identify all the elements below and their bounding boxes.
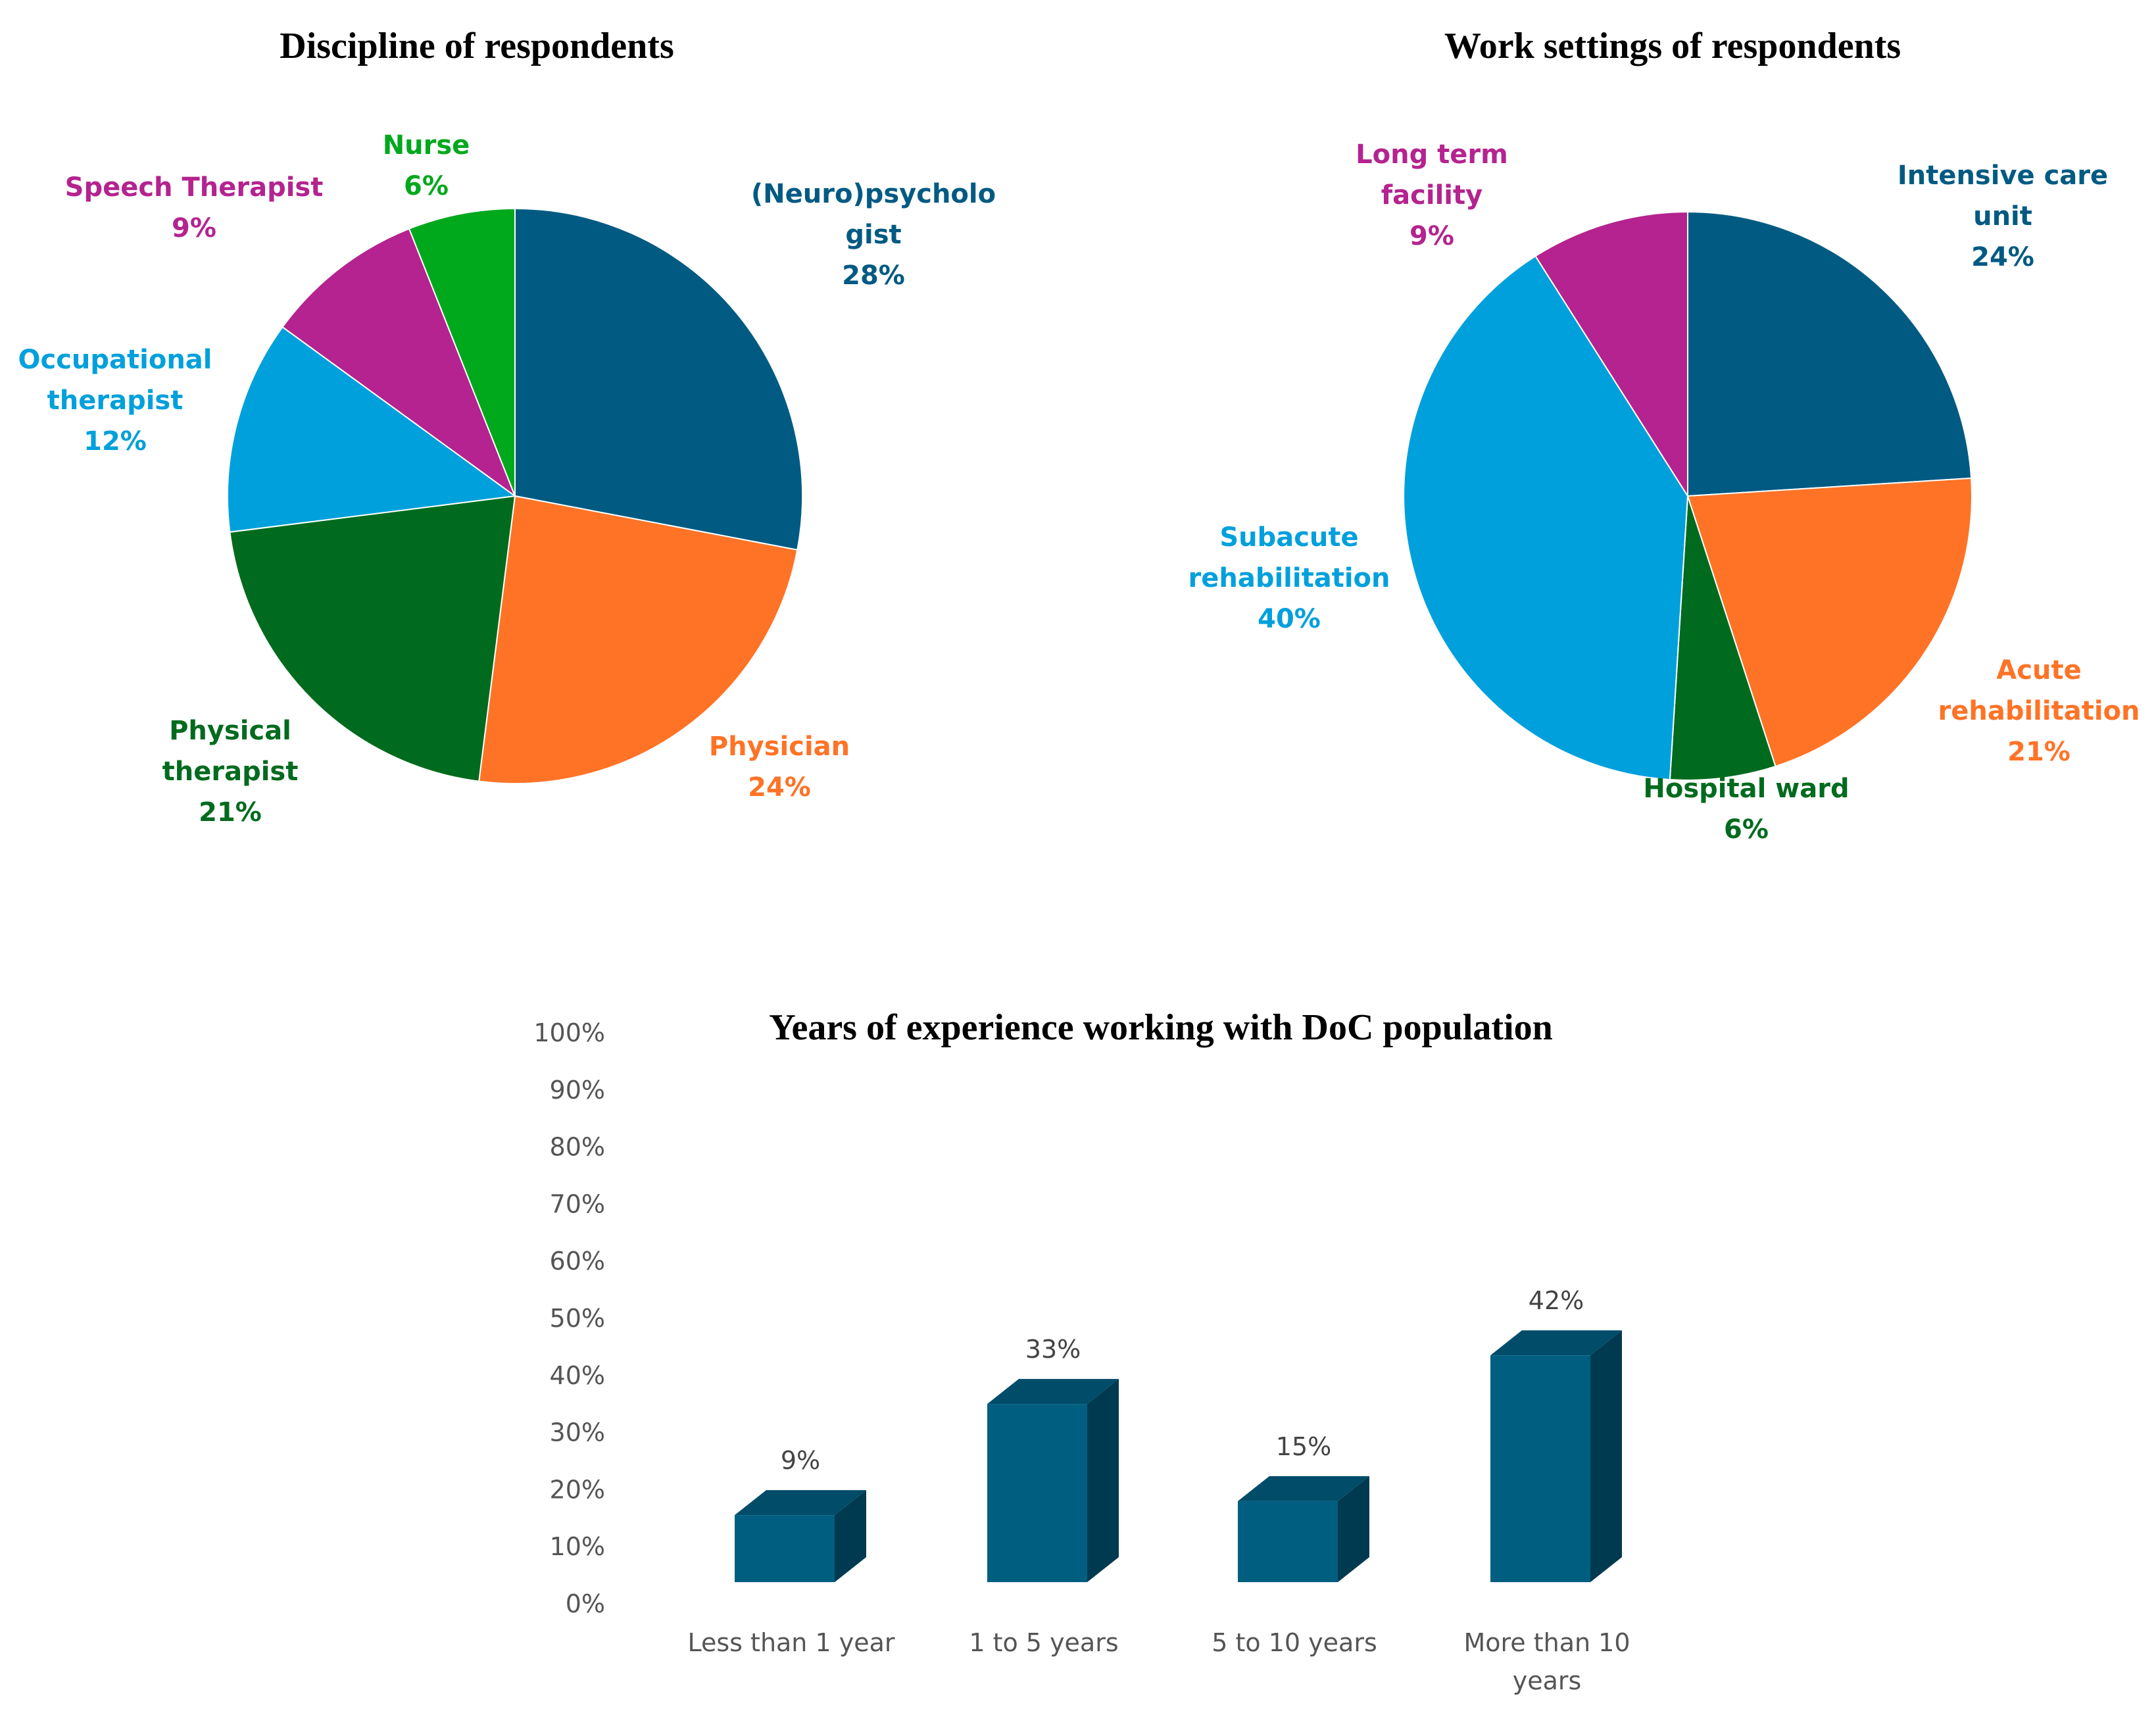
bar-top-face (987, 1379, 1119, 1405)
bar-side-face (1338, 1476, 1369, 1582)
discipline-pie-chart: Discipline of respondents (Neuro)psychol… (18, 26, 996, 828)
bar-5-to-10-years (1238, 1476, 1369, 1582)
y-tick-label: 100% (533, 1018, 605, 1047)
bar-data-label: 9% (781, 1446, 820, 1475)
x-category-label: 5 to 10 years (1212, 1628, 1377, 1657)
y-tick-label: 90% (550, 1076, 605, 1105)
pie-label-occupational-therapist: Occupational therapist 12% (18, 345, 212, 457)
y-tick-label: 60% (550, 1247, 605, 1276)
pie-label-intensive-care-unit: Intensive care unit 24% (1898, 161, 2108, 272)
bar-front-face (735, 1515, 835, 1582)
pie-slice-subacute-rehabilitation (1403, 255, 1689, 781)
work-settings-chart-title: Work settings of respondents (1444, 26, 1901, 66)
y-tick-label: 10% (550, 1532, 605, 1561)
x-category-label: More than 10 years (1463, 1628, 1630, 1695)
pie-slice-hospital-ward (1669, 495, 1776, 781)
pie-slice-physician (478, 495, 798, 785)
x-category-label: 1 to 5 years (969, 1628, 1118, 1657)
bar-front-face (1490, 1355, 1590, 1582)
discipline-chart-title: Discipline of respondents (280, 26, 674, 66)
bar-side-face (1087, 1379, 1119, 1582)
pie-label-physician: Physician 24% (709, 732, 850, 803)
pie-label-physical-therapist: Physical therapist 21% (162, 716, 299, 828)
y-tick-label: 20% (550, 1475, 605, 1504)
pie-label-subacute-rehabilitation: Subacute rehabilitation 40% (1188, 522, 1390, 634)
y-tick-label: 40% (550, 1361, 605, 1390)
bar-data-label: 15% (1276, 1432, 1331, 1461)
pie-slice-acute-rehabilitation (1686, 477, 1972, 768)
y-tick-label: 50% (550, 1304, 605, 1333)
y-tick-label: 0% (566, 1589, 605, 1618)
pie-label-speech-therapist: Speech Therapist 9% (65, 172, 324, 243)
pie-slice-long-term-facility (1534, 211, 1688, 499)
pie-label-nurse: Nurse 6% (383, 130, 470, 201)
y-tick-label: 30% (550, 1418, 605, 1447)
bar-data-label: 42% (1529, 1286, 1584, 1315)
bar-front-face (1238, 1501, 1338, 1582)
y-tick-label: 70% (550, 1189, 605, 1218)
x-category-label: Less than 1 year (687, 1628, 894, 1657)
bar-1-to-5-years (987, 1379, 1119, 1582)
pie-slice-physical-therapist (229, 495, 516, 782)
bar-less-than-1-year (735, 1490, 866, 1582)
pie-label-neuropsychologist: (Neuro)psycholo gist 28% (751, 179, 996, 291)
y-tick-label: 80% (550, 1133, 605, 1162)
bar-more-than-10-years (1490, 1330, 1622, 1582)
experience-chart-title: Years of experience working with DoC pop… (769, 1007, 1553, 1048)
pie-label-long-term-facility: Long term facility 9% (1356, 139, 1508, 251)
bar-top-face (735, 1490, 866, 1516)
pie-label-hospital-ward: Hospital ward 6% (1643, 774, 1849, 845)
experience-bar-chart: Years of experience working with DoC pop… (533, 1007, 1630, 1695)
bar-side-face (835, 1490, 866, 1582)
pie-label-acute-rehabilitation: Acute rehabilitation 21% (1938, 655, 2140, 767)
bar-front-face (987, 1404, 1087, 1582)
pie-slice-occupational-therapist (226, 326, 517, 533)
pie-slice-speech-therapist (282, 228, 517, 498)
pie-slice-intensive-care-unit (1687, 211, 1972, 497)
bar-top-face (1490, 1330, 1622, 1356)
bar-side-face (1590, 1330, 1622, 1582)
bar-data-label: 33% (1025, 1335, 1081, 1364)
work-settings-pie-chart: Work settings of respondents Intensive c… (1188, 26, 2140, 845)
pie-slice-nurse (408, 207, 516, 497)
bar-top-face (1238, 1476, 1369, 1501)
pie-slice-neuropsychologist (514, 207, 804, 551)
